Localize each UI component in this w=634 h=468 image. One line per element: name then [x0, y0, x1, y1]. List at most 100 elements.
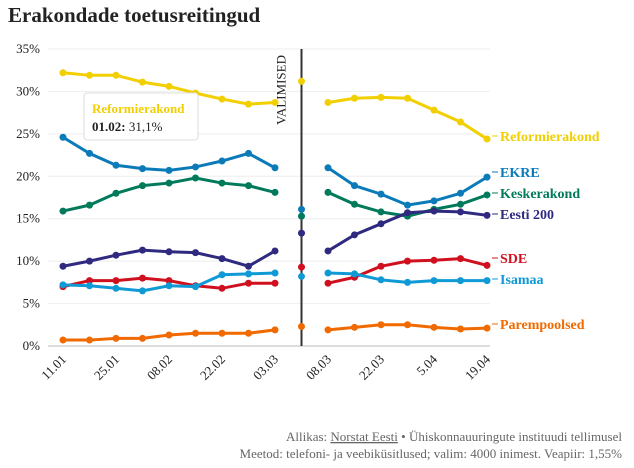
data-point [404, 321, 411, 329]
data-point [245, 329, 252, 337]
source-suffix: • Ühiskonnauuringute instituudi tellimus… [401, 429, 622, 444]
data-point [377, 93, 385, 101]
x-tick-label: 11.01 [38, 352, 69, 383]
data-point [112, 284, 120, 292]
data-point [165, 179, 173, 187]
data-point [165, 282, 173, 290]
tooltip-value: 31,1% [129, 119, 163, 134]
data-point [271, 279, 279, 287]
data-point [457, 118, 464, 126]
y-tick-label: 25% [16, 126, 40, 141]
data-point [245, 149, 252, 157]
data-point [271, 98, 279, 106]
data-point [351, 200, 358, 208]
data-point [139, 182, 146, 190]
data-point [192, 283, 199, 291]
data-point [86, 282, 93, 290]
data-point [112, 161, 120, 169]
data-point [377, 208, 385, 216]
data-point [430, 277, 438, 285]
data-point [165, 82, 173, 90]
data-point [59, 281, 67, 289]
data-point [192, 249, 199, 257]
data-point [351, 323, 358, 331]
data-point [218, 329, 226, 337]
data-point [271, 247, 279, 255]
tooltip-title: Reformierakond [92, 101, 185, 116]
data-point [457, 208, 464, 216]
data-point [457, 277, 464, 285]
data-point [377, 276, 385, 284]
election-point [298, 212, 305, 220]
election-point [298, 205, 305, 213]
x-tick-label: 25.01 [91, 352, 122, 383]
data-point [112, 277, 120, 285]
tooltip: Reformierakond 01.02: 31,1% [83, 92, 199, 141]
chart-title: Erakondade toetusreitingud [8, 3, 261, 27]
data-point [483, 135, 491, 143]
data-point [351, 94, 358, 102]
series-label: Isamaa [500, 273, 544, 288]
data-point [218, 255, 226, 263]
source-link[interactable]: Norstat Eesti [330, 429, 398, 444]
data-point [404, 278, 411, 286]
data-point [218, 284, 226, 292]
data-point [483, 324, 491, 332]
data-point [139, 274, 146, 282]
x-tick-label: 03.03 [250, 352, 281, 383]
election-point [298, 229, 305, 237]
data-point [324, 247, 332, 255]
x-tick-label: 19.04 [462, 351, 494, 383]
data-point [351, 270, 358, 278]
data-point [139, 78, 146, 86]
x-tick-label: 08.03 [303, 352, 334, 383]
series-label: Keskerakond [500, 187, 580, 202]
y-tick-label: 10% [16, 253, 40, 268]
data-point [377, 220, 385, 228]
data-point [457, 255, 464, 263]
data-point [245, 182, 252, 190]
data-point [457, 189, 464, 197]
data-point [430, 323, 438, 331]
data-point [112, 71, 120, 79]
series-line [62, 209, 488, 268]
series-label: Reformierakond [500, 130, 600, 145]
footer-source: Allikas: Norstat Eesti • Ühiskonnauuring… [286, 429, 622, 444]
tooltip-date: 01.02: [92, 119, 126, 134]
data-point [324, 188, 332, 196]
data-point [245, 270, 252, 278]
footer-method: Meetod: telefoni- ja veebiküsitlused; va… [240, 446, 623, 461]
data-point [139, 246, 146, 254]
election-point [298, 322, 305, 330]
data-point [457, 200, 464, 208]
data-point [59, 133, 67, 141]
election-point [298, 272, 305, 280]
data-point [351, 231, 358, 239]
data-point [351, 182, 358, 190]
data-point [324, 164, 332, 172]
data-point [324, 269, 332, 277]
tooltip-box [83, 92, 199, 141]
data-point [271, 188, 279, 196]
election-point [298, 263, 305, 271]
data-point [483, 211, 491, 219]
tooltip-text: 01.02: 31,1% [92, 119, 163, 134]
x-tick-label: 5.04 [413, 351, 440, 378]
data-point [430, 197, 438, 205]
x-tick-label: 08.02 [144, 352, 175, 383]
data-point [139, 287, 146, 295]
data-point [430, 207, 438, 215]
data-point [86, 201, 93, 209]
data-point [483, 261, 491, 269]
data-point [324, 98, 332, 106]
data-point [192, 329, 199, 337]
data-point [86, 277, 93, 285]
data-point [59, 207, 67, 215]
data-point [430, 106, 438, 114]
data-point [483, 191, 491, 199]
data-point [271, 326, 279, 334]
y-tick-label: 20% [16, 168, 40, 183]
plot: Reformierakond EKRE Keskerakond Eesti 200 SD… [59, 69, 600, 344]
